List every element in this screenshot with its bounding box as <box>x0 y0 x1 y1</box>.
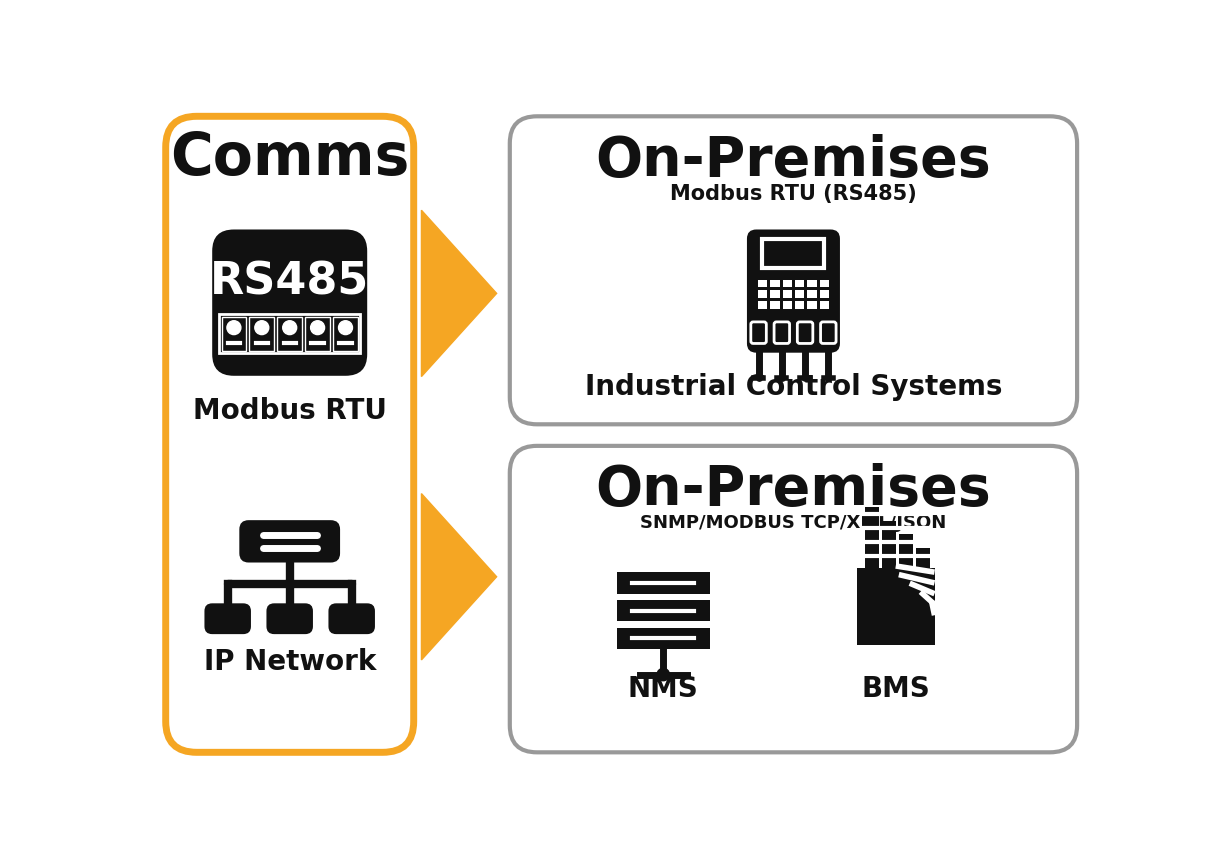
FancyBboxPatch shape <box>239 521 340 563</box>
FancyBboxPatch shape <box>617 628 710 649</box>
FancyBboxPatch shape <box>204 604 251 635</box>
FancyBboxPatch shape <box>821 323 836 344</box>
Text: NMS: NMS <box>628 674 698 702</box>
Text: On-Premises: On-Premises <box>596 134 992 188</box>
Circle shape <box>283 321 296 335</box>
FancyBboxPatch shape <box>819 301 829 309</box>
FancyBboxPatch shape <box>807 280 817 288</box>
FancyBboxPatch shape <box>510 117 1077 424</box>
FancyBboxPatch shape <box>795 280 805 288</box>
FancyBboxPatch shape <box>212 230 367 376</box>
Text: BMS: BMS <box>862 674 930 702</box>
FancyBboxPatch shape <box>758 280 767 288</box>
Text: Modbus RTU: Modbus RTU <box>193 397 386 425</box>
FancyBboxPatch shape <box>795 291 805 299</box>
FancyBboxPatch shape <box>770 291 779 299</box>
Text: On-Premises: On-Premises <box>596 462 992 517</box>
FancyBboxPatch shape <box>266 604 313 635</box>
FancyBboxPatch shape <box>758 301 767 309</box>
FancyBboxPatch shape <box>770 301 779 309</box>
FancyBboxPatch shape <box>617 573 710 594</box>
FancyBboxPatch shape <box>898 535 913 568</box>
FancyBboxPatch shape <box>747 230 840 353</box>
Circle shape <box>227 321 240 335</box>
Circle shape <box>311 321 324 335</box>
Polygon shape <box>421 211 497 377</box>
FancyBboxPatch shape <box>510 446 1077 753</box>
FancyBboxPatch shape <box>783 301 792 309</box>
FancyBboxPatch shape <box>798 323 813 344</box>
Circle shape <box>657 669 669 681</box>
FancyBboxPatch shape <box>864 507 879 568</box>
FancyBboxPatch shape <box>329 604 375 635</box>
FancyBboxPatch shape <box>881 521 896 568</box>
FancyBboxPatch shape <box>775 323 789 344</box>
FancyBboxPatch shape <box>819 291 829 299</box>
FancyBboxPatch shape <box>915 548 930 568</box>
Text: Comms: Comms <box>170 130 409 187</box>
FancyBboxPatch shape <box>770 280 779 288</box>
Text: Modbus RTU (RS485): Modbus RTU (RS485) <box>670 184 917 204</box>
FancyBboxPatch shape <box>750 323 766 344</box>
FancyBboxPatch shape <box>795 301 805 309</box>
Text: RS485: RS485 <box>210 260 369 303</box>
Text: Industrial Control Systems: Industrial Control Systems <box>585 372 1003 400</box>
FancyBboxPatch shape <box>807 291 817 299</box>
Circle shape <box>339 321 352 335</box>
Text: IP Network: IP Network <box>204 647 376 676</box>
Polygon shape <box>421 494 497 660</box>
FancyBboxPatch shape <box>783 291 792 299</box>
Circle shape <box>255 321 268 335</box>
FancyBboxPatch shape <box>762 239 824 269</box>
FancyBboxPatch shape <box>807 301 817 309</box>
FancyBboxPatch shape <box>857 568 935 646</box>
FancyBboxPatch shape <box>783 280 792 288</box>
FancyBboxPatch shape <box>758 291 767 299</box>
FancyBboxPatch shape <box>819 280 829 288</box>
FancyBboxPatch shape <box>165 117 414 753</box>
Text: SNMP/MODBUS TCP/XML/JSON: SNMP/MODBUS TCP/XML/JSON <box>640 513 947 531</box>
FancyBboxPatch shape <box>617 600 710 622</box>
